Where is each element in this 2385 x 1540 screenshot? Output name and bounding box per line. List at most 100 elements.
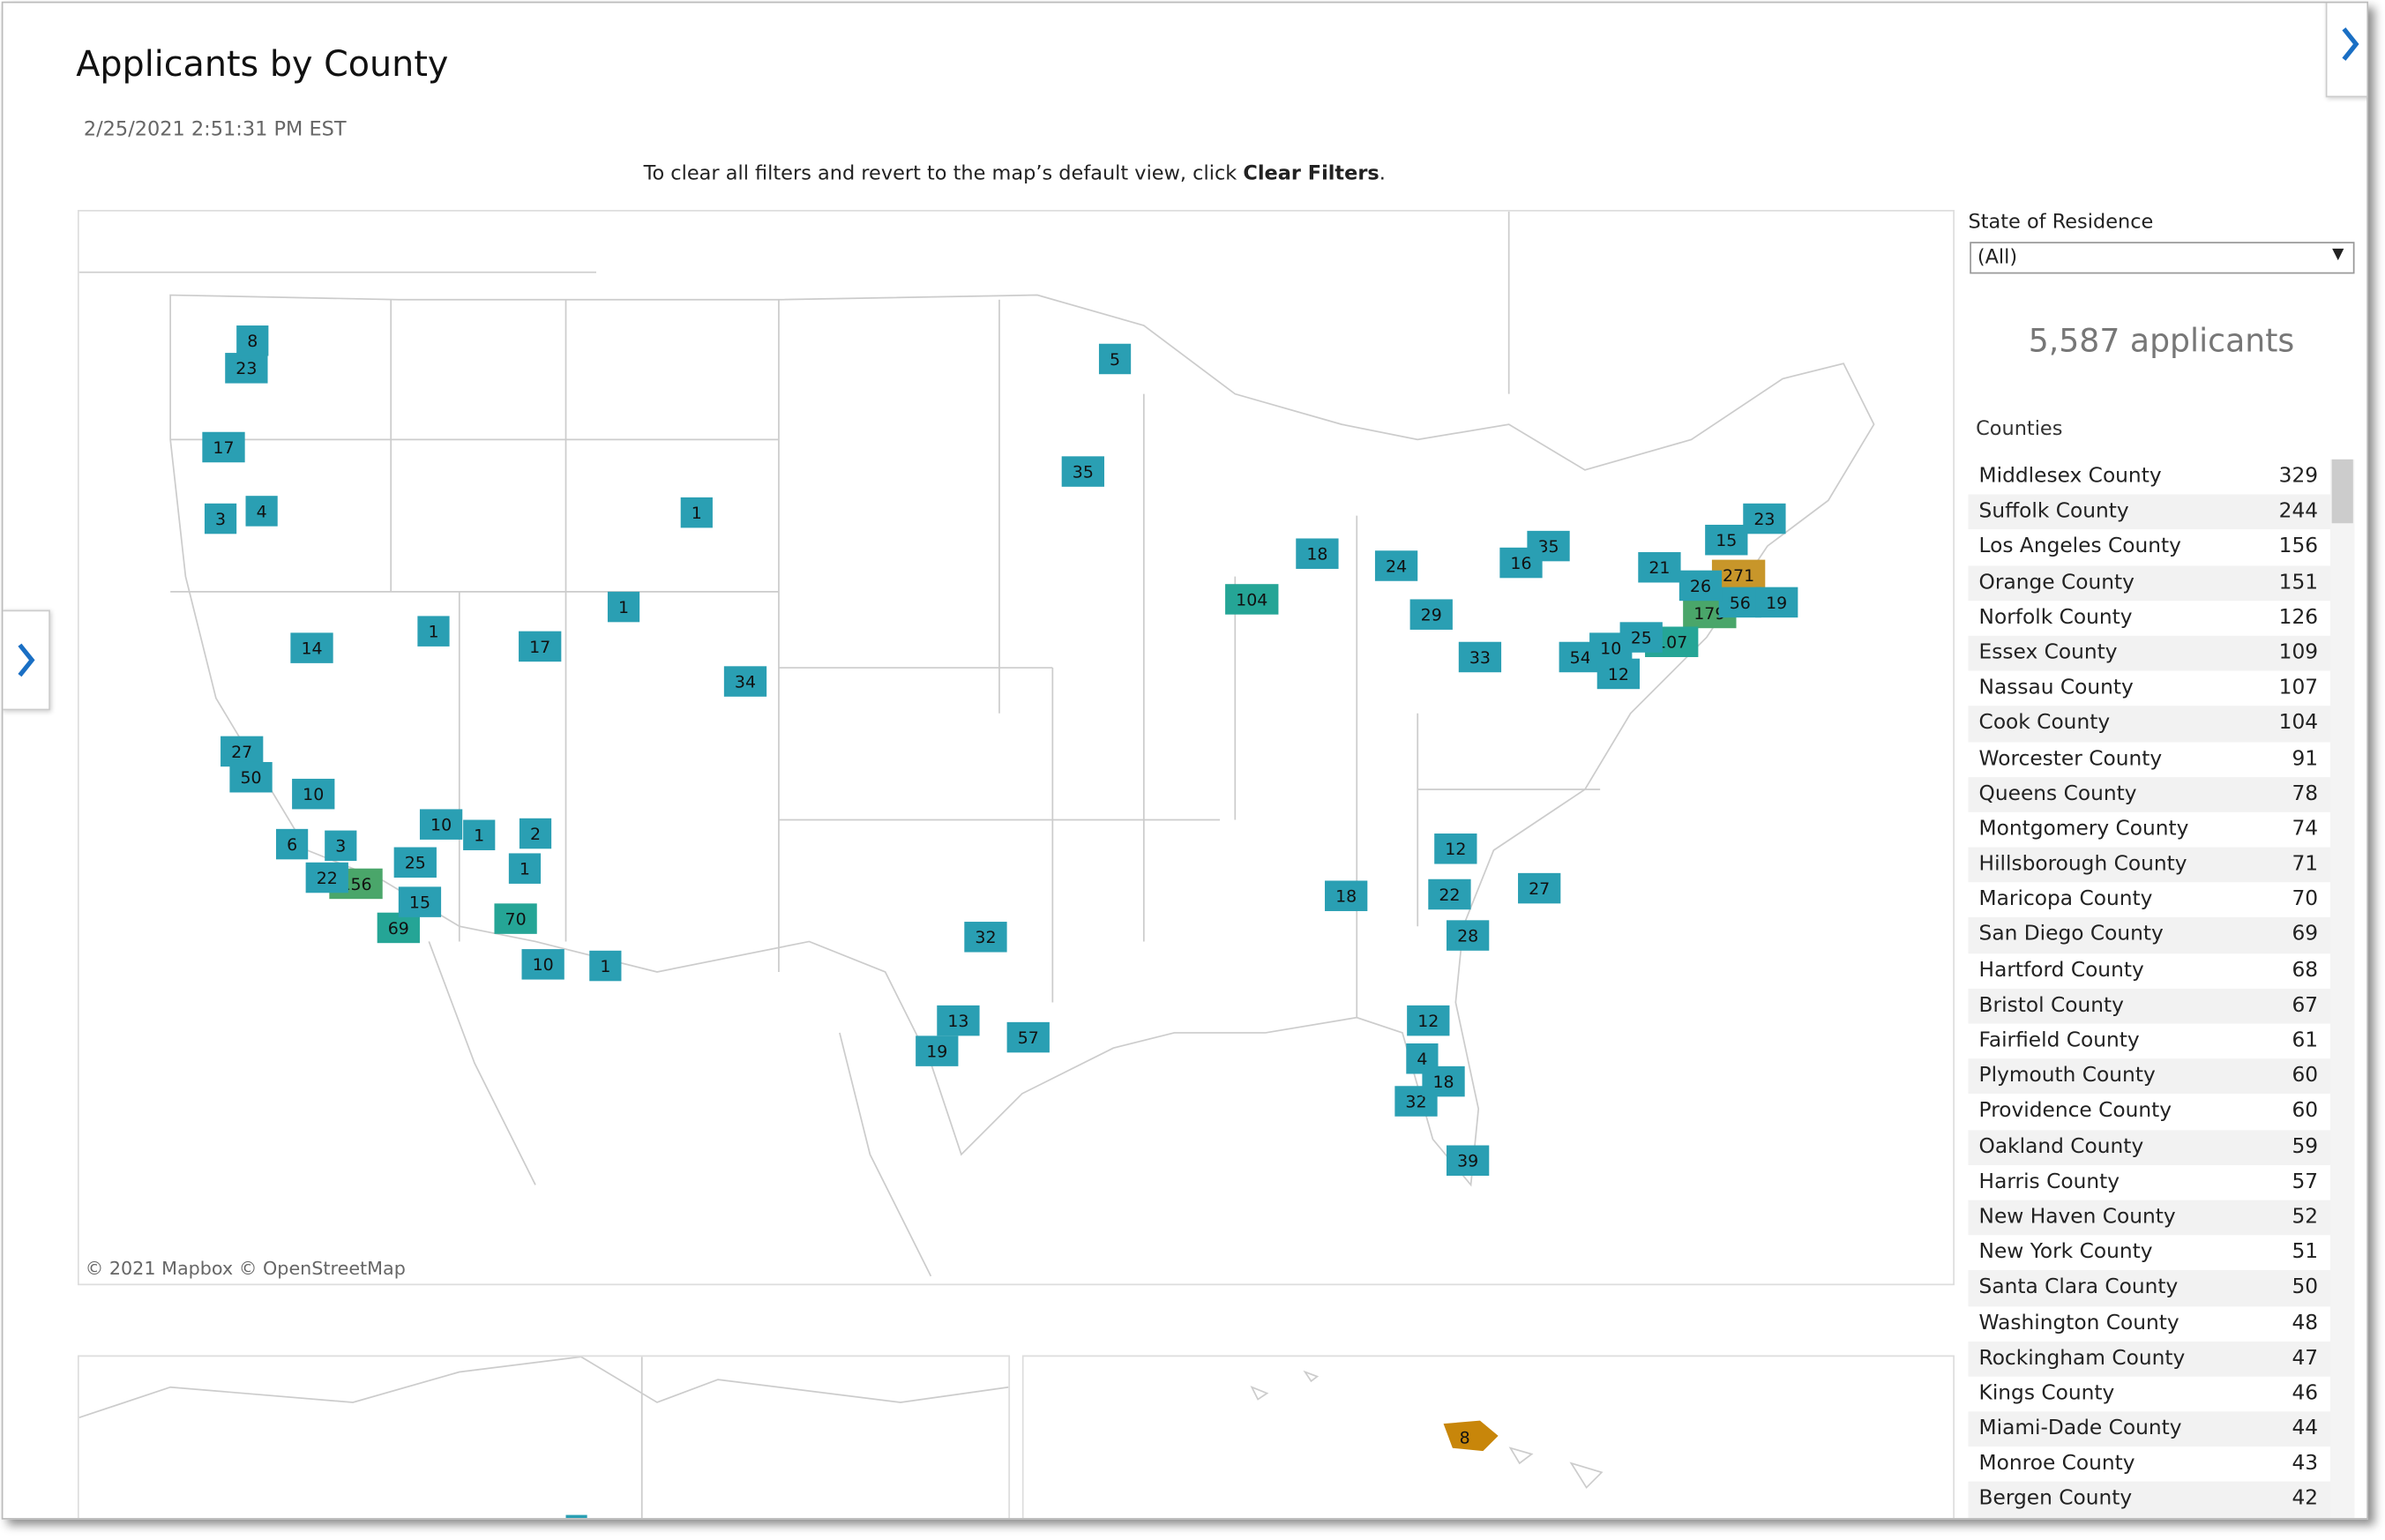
county-shape <box>1428 878 1471 910</box>
county-shape <box>1406 1043 1439 1074</box>
county-row[interactable]: Cook County 104 <box>1968 706 2330 742</box>
county-shape <box>1638 551 1681 583</box>
county-row[interactable]: Providence County 60 <box>1968 1095 2329 1130</box>
county-shape <box>1718 587 1761 618</box>
county-row[interactable]: Los Angeles County 156 <box>1968 530 2329 565</box>
right-panel-toggle[interactable] <box>2325 3 2367 98</box>
county-row[interactable]: New York County 51 <box>1968 1236 2329 1271</box>
county-label: 28 <box>1457 926 1478 946</box>
county-count: 50 <box>2292 1275 2319 1300</box>
county-row[interactable]: Montgomery County 74 <box>1968 812 2329 848</box>
county-row[interactable]: Hillsborough County 71 <box>1968 847 2330 883</box>
county-shape <box>245 496 278 527</box>
hawaii-inset[interactable]: 8 <box>1021 1355 1955 1519</box>
county-count: 43 <box>2292 1451 2319 1476</box>
county-label: 17 <box>213 438 234 458</box>
county-count: 71 <box>2292 851 2319 877</box>
county-row[interactable]: Rockingham County 47 <box>1968 1341 2330 1377</box>
county-row[interactable]: Plymouth County 60 <box>1968 1058 2330 1095</box>
county-name: Washington County <box>1978 1310 2179 1335</box>
county-label: 70 <box>505 909 527 929</box>
county-row[interactable]: Hartford County 68 <box>1968 953 2329 989</box>
county-row[interactable]: New Haven County 52 <box>1968 1200 2330 1236</box>
county-shape <box>508 853 542 884</box>
county-row[interactable]: Kings County 46 <box>1968 1376 2329 1411</box>
county-row[interactable]: Suffolk County 244 <box>1968 494 2330 530</box>
county-label: 4 <box>1417 1050 1427 1069</box>
alaska-inset[interactable] <box>77 1355 1011 1519</box>
county-shape <box>1407 1005 1450 1036</box>
county-shape <box>916 1035 959 1066</box>
county-name: Hillsborough County <box>1978 851 2187 877</box>
county-shape <box>463 819 496 850</box>
county-row[interactable]: Orange County 151 <box>1968 564 2330 601</box>
county-shape <box>607 591 640 623</box>
county-row[interactable]: Monroe County 43 <box>1968 1447 2329 1482</box>
county-row[interactable]: Bristol County 67 <box>1968 988 2330 1024</box>
county-shape <box>419 809 463 840</box>
map[interactable]: 156 25 70 69 22 15 10 1 10 1 2 1 3 6 104 271 179 107 56 26 1… <box>77 209 1955 1286</box>
county-row[interactable]: Norfolk County 126 <box>1968 601 2329 636</box>
county-name: Miami-Dade County <box>1978 1416 2182 1441</box>
hawaii-map: 8 <box>1250 1370 1604 1489</box>
county-name: Los Angeles County <box>1978 534 2181 559</box>
county-label: 10 <box>533 955 554 975</box>
county-row[interactable]: Queens County 78 <box>1968 776 2330 812</box>
scroll-thumb[interactable] <box>2331 459 2353 524</box>
title: Applicants by County <box>76 45 449 86</box>
county-shape <box>1743 503 1786 535</box>
county-name: Oakland County <box>1978 1133 2144 1159</box>
county-row[interactable]: Oakland County 59 <box>1968 1129 2330 1165</box>
county-label: 19 <box>1766 594 1787 613</box>
county-label: 1 <box>618 598 629 617</box>
county-row[interactable]: Nassau County 107 <box>1968 671 2329 706</box>
county-label: 54 <box>1570 648 1591 668</box>
county-row[interactable]: Essex County 109 <box>1968 635 2330 671</box>
county-row[interactable]: Harris County 57 <box>1968 1165 2329 1200</box>
county-row[interactable]: Maricopa County 70 <box>1968 883 2329 918</box>
counties-heading: Counties <box>1976 418 2063 442</box>
county-row[interactable]: Worcester County 91 <box>1968 742 2329 777</box>
county-label: 29 <box>1421 606 1442 625</box>
instruction-text: To clear all filters and revert to the m… <box>643 162 1244 186</box>
county-row[interactable]: Santa Clara County 50 <box>1968 1270 2330 1306</box>
county-label: 22 <box>317 869 338 888</box>
basemap <box>79 211 1875 1277</box>
county-count: 70 <box>2292 886 2319 912</box>
county-name: Orange County <box>1978 569 2135 594</box>
county-label: 57 <box>1018 1028 1039 1048</box>
county-shape <box>202 431 245 463</box>
county-label: 4 <box>257 502 267 521</box>
county-shape <box>325 830 357 862</box>
county-label: 24 <box>1386 557 1407 576</box>
county-name: San Diego County <box>1978 922 2164 947</box>
county-shape <box>1409 599 1453 630</box>
county-count: 42 <box>2292 1486 2319 1512</box>
county-shape <box>1061 456 1104 487</box>
county-count: 60 <box>2292 1063 2319 1088</box>
left-panel-toggle[interactable] <box>3 609 50 711</box>
clear-filters[interactable]: Clear Filters <box>1243 162 1379 186</box>
county-row[interactable]: Fairfield County 61 <box>1968 1024 2329 1059</box>
county-count: 47 <box>2292 1345 2319 1371</box>
county-shape <box>937 1005 980 1036</box>
county-row[interactable]: Middlesex County 329 <box>1968 460 2329 495</box>
county-row[interactable]: San Diego County 69 <box>1968 917 2330 953</box>
county-label: 10 <box>1600 639 1621 659</box>
county-name: Fairfield County <box>1978 1028 2140 1053</box>
dashboard: Applicants by County 2/25/2021 2:51:31 P… <box>1 1 2369 1520</box>
county-row[interactable]: Bergen County 42 <box>1968 1482 2330 1518</box>
county-count: 91 <box>2292 745 2319 771</box>
scrollbar[interactable] <box>2329 459 2355 1519</box>
county-row[interactable]: Miami-Dade County 44 <box>1968 1411 2330 1447</box>
county-label: 2 <box>530 825 541 844</box>
county-count: 69 <box>2292 922 2319 947</box>
county-label: 35 <box>1073 462 1094 482</box>
county-count: 67 <box>2292 992 2319 1018</box>
state-dropdown[interactable]: (All) ▼ <box>1970 242 2355 274</box>
applicant-total: 5,587 applicants <box>2028 322 2295 359</box>
county-shape <box>305 862 348 893</box>
county-label: 6 <box>287 835 297 855</box>
county-row[interactable]: Washington County 48 <box>1968 1305 2329 1341</box>
